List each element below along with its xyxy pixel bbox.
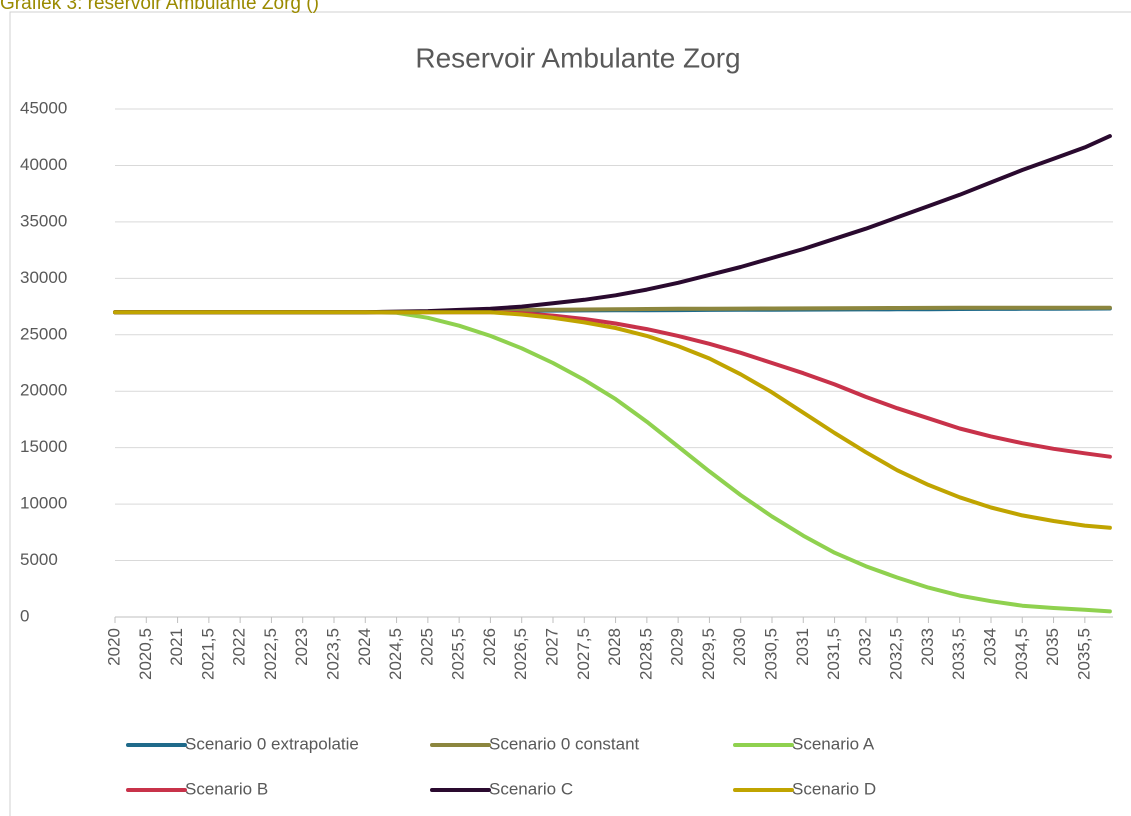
y-tick-label: 15000 xyxy=(20,437,67,456)
y-tick-label: 0 xyxy=(20,606,29,625)
legend-label: Scenario B xyxy=(185,779,268,798)
x-tick-label: 2028,5 xyxy=(636,628,655,680)
legend-label: Scenario D xyxy=(792,779,876,798)
x-tick-label: 2030 xyxy=(730,628,749,666)
series-line xyxy=(113,310,1112,530)
x-tick-label: 2035 xyxy=(1043,628,1062,666)
y-tick-label: 10000 xyxy=(20,494,67,513)
chart-title: Reservoir Ambulante Zorg xyxy=(415,42,740,73)
x-tick-label: 2021,5 xyxy=(198,628,217,680)
y-tick-label: 40000 xyxy=(20,155,67,174)
x-tick-label: 2032 xyxy=(855,628,874,666)
y-tick-label: 30000 xyxy=(20,268,67,287)
x-tick-label: 2027 xyxy=(542,628,561,666)
x-tick-label: 2035,5 xyxy=(1074,628,1093,680)
y-tick-label: 35000 xyxy=(20,211,67,230)
y-tick-label: 5000 xyxy=(20,550,58,569)
x-tick-label: 2032,5 xyxy=(887,628,906,680)
x-tick-label: 2033,5 xyxy=(949,628,968,680)
y-tick-label: 20000 xyxy=(20,381,67,400)
x-tick-label: 2024,5 xyxy=(386,628,405,680)
x-tick-label: 2034,5 xyxy=(1012,628,1031,680)
x-tick-label: 2020 xyxy=(104,628,123,666)
legend-label: Scenario C xyxy=(489,779,573,798)
x-tick-label: 2021 xyxy=(167,628,186,666)
x-tick-label: 2023 xyxy=(292,628,311,666)
x-tick-label: 2022 xyxy=(230,628,249,666)
legend-label: Scenario 0 constant xyxy=(489,734,640,753)
x-tick-label: 2026,5 xyxy=(511,628,530,680)
legend-label: Scenario A xyxy=(792,734,875,753)
x-tick-label: 2022,5 xyxy=(261,628,280,680)
y-tick-label: 45000 xyxy=(20,98,67,117)
x-tick-label: 2028 xyxy=(605,628,624,666)
x-tick-label: 2020,5 xyxy=(136,628,155,680)
x-tick-label: 2029 xyxy=(668,628,687,666)
x-tick-label: 2026 xyxy=(480,628,499,666)
x-tick-label: 2023,5 xyxy=(323,628,342,680)
x-tick-label: 2025 xyxy=(417,628,436,666)
y-tick-label: 25000 xyxy=(20,324,67,343)
chart-frame xyxy=(9,11,1131,816)
x-tick-label: 2025,5 xyxy=(449,628,468,680)
x-tick-label: 2034 xyxy=(980,628,999,666)
x-tick-label: 2031 xyxy=(793,628,812,666)
legend-label: Scenario 0 extrapolatie xyxy=(185,734,359,753)
x-tick-label: 2033 xyxy=(918,628,937,666)
x-tick-label: 2030,5 xyxy=(761,628,780,680)
x-tick-label: 2027,5 xyxy=(574,628,593,680)
x-tick-label: 2031,5 xyxy=(824,628,843,680)
caption: Grafiek 3: reservoir Ambulante Zorg () xyxy=(0,0,319,14)
x-tick-label: 2029,5 xyxy=(699,628,718,680)
x-tick-label: 2024 xyxy=(355,628,374,666)
